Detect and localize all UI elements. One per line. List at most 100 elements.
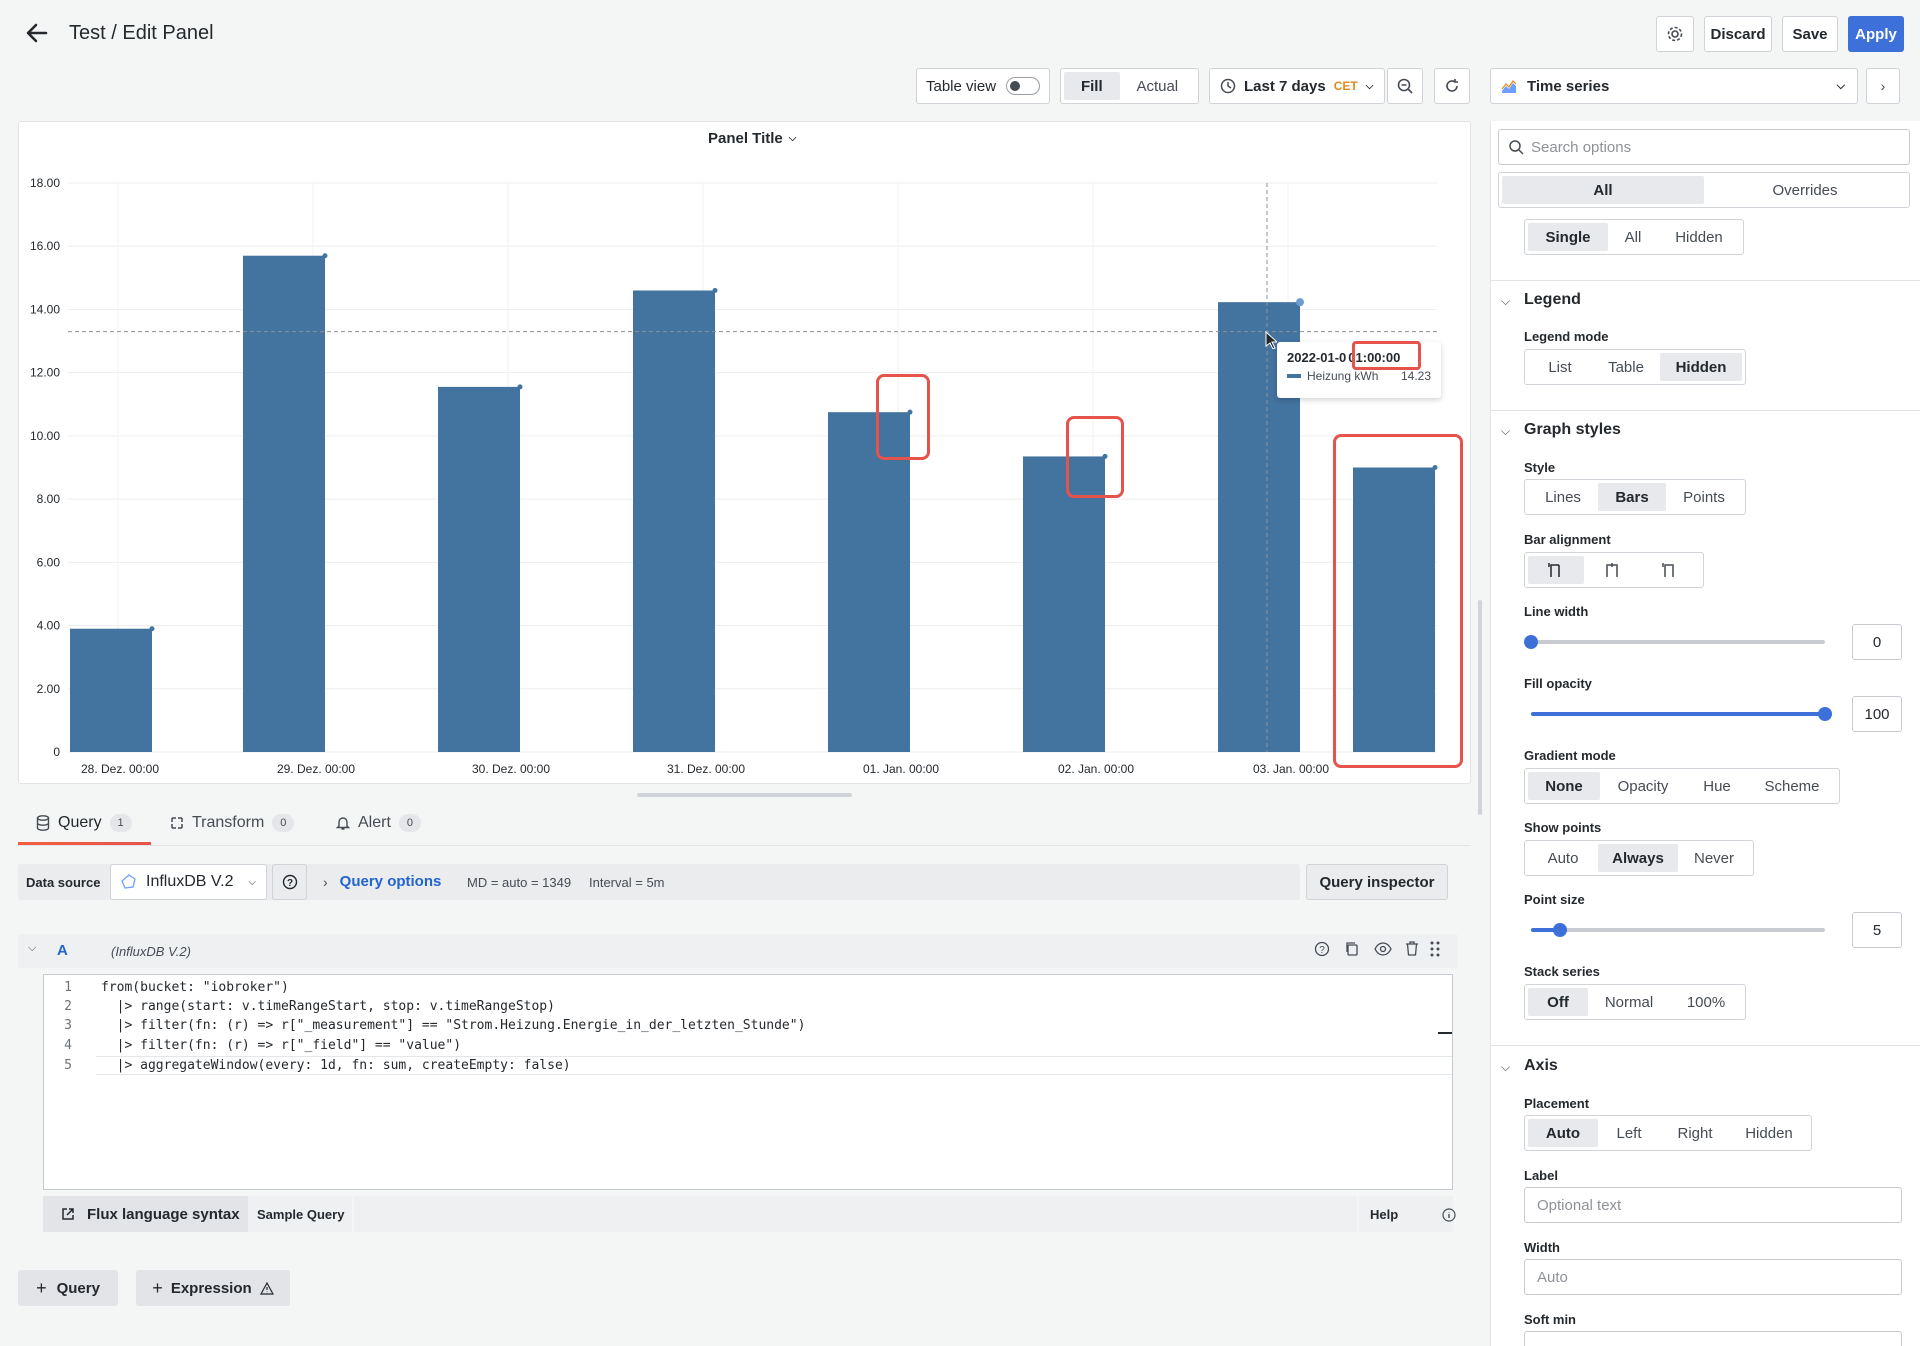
eye-icon[interactable] (1374, 941, 1392, 961)
legend-collapse-icon[interactable]: ⌵ (1501, 294, 1511, 308)
placement-right[interactable]: Right (1677, 1124, 1713, 1142)
legend-section-title[interactable]: Legend (1524, 291, 1581, 308)
style-lines[interactable]: Lines (1545, 488, 1581, 506)
add-query-button[interactable]: + Query (18, 1270, 118, 1306)
datasource-picker[interactable]: InfluxDB V.2 ⌵ (110, 864, 267, 900)
bar-align-before-icon[interactable] (1528, 556, 1584, 584)
placement-select[interactable]: Auto Left Right Hidden (1524, 1115, 1812, 1151)
line-width-slider-knob[interactable] (1524, 635, 1538, 649)
point-size-slider-knob[interactable] (1553, 923, 1568, 937)
sample-query-button[interactable]: Sample Query (257, 1207, 345, 1222)
refresh-button[interactable] (1434, 68, 1470, 104)
tab-query[interactable]: Query 1 (36, 814, 132, 832)
stack-normal[interactable]: Normal (1604, 993, 1654, 1011)
fill-opacity-input[interactable]: 100 (1852, 696, 1902, 732)
show-points-label: Show points (1524, 820, 1602, 835)
query-inspector-button[interactable]: Query inspector (1306, 864, 1448, 900)
flux-query-editor[interactable] (43, 974, 1453, 1190)
legend-mode-list[interactable]: List (1548, 358, 1572, 376)
tab-all[interactable]: All (1502, 176, 1704, 204)
show-points-always[interactable]: Always (1598, 844, 1678, 872)
line-width-input[interactable]: 0 (1852, 624, 1902, 660)
bar-align-center-icon[interactable] (1584, 556, 1640, 584)
time-range-picker[interactable]: Last 7 days CET ⌵ (1209, 68, 1385, 104)
legend-mode-select[interactable]: List Table Hidden (1524, 349, 1746, 385)
point-size-input[interactable]: 5 (1852, 912, 1902, 948)
duplicate-query-icon[interactable] (1344, 941, 1360, 961)
graph-styles-section-title[interactable]: Graph styles (1524, 421, 1621, 438)
placement-hidden[interactable]: Hidden (1745, 1124, 1793, 1142)
graph-styles-collapse-icon[interactable]: ⌵ (1501, 424, 1511, 438)
show-points-select[interactable]: Auto Always Never (1524, 840, 1754, 876)
highlight-annotation (1333, 434, 1463, 768)
top-bar (0, 0, 1920, 70)
actual-option[interactable]: Actual (1136, 77, 1179, 95)
stack-percent[interactable]: 100% (1686, 993, 1726, 1011)
back-arrow-icon[interactable] (22, 18, 52, 48)
tooltip-mode-select[interactable]: Single All Hidden (1524, 219, 1744, 255)
tooltip-mode-single[interactable]: Single (1528, 223, 1608, 251)
tab-alert[interactable]: Alert 0 (336, 814, 421, 832)
line-width-slider-track[interactable] (1531, 640, 1825, 644)
visualization-picker[interactable]: Time series ⌵ (1490, 68, 1858, 104)
legend-mode-hidden[interactable]: Hidden (1660, 353, 1742, 381)
toggle-switch[interactable] (1006, 77, 1041, 95)
show-points-auto[interactable]: Auto (1547, 849, 1579, 867)
tab-overrides[interactable]: Overrides (1772, 181, 1838, 199)
settings-button[interactable] (1656, 16, 1694, 52)
options-tabs[interactable]: All Overrides (1498, 172, 1910, 208)
highlight-annotation (876, 374, 930, 460)
axis-section-title[interactable]: Axis (1524, 1057, 1558, 1074)
gradient-none[interactable]: None (1528, 772, 1600, 800)
discard-button[interactable]: Discard (1704, 16, 1772, 52)
query-options-toggle[interactable]: › Query options (323, 873, 441, 890)
add-expression-button[interactable]: + Expression (136, 1270, 290, 1306)
legend-mode-table[interactable]: Table (1608, 358, 1644, 376)
svg-text:?: ? (1319, 945, 1325, 956)
datasource-help-button[interactable]: ? (272, 864, 307, 900)
style-points[interactable]: Points (1683, 488, 1725, 506)
placement-left[interactable]: Left (1616, 1124, 1642, 1142)
flux-syntax-link[interactable]: Flux language syntax (43, 1196, 248, 1232)
query-help-icon[interactable]: ? (1314, 941, 1330, 961)
apply-button[interactable]: Apply (1848, 16, 1904, 52)
gradient-opacity[interactable]: Opacity (1617, 777, 1669, 795)
fill-option[interactable]: Fill (1064, 72, 1120, 100)
splitter-handle[interactable] (1478, 600, 1482, 815)
stack-series-select[interactable]: Off Normal 100% (1524, 984, 1746, 1020)
tooltip-mode-hidden[interactable]: Hidden (1675, 228, 1723, 246)
placement-auto[interactable]: Auto (1528, 1119, 1598, 1147)
bell-icon (336, 817, 350, 830)
table-view-toggle[interactable]: Table view (916, 68, 1050, 104)
code-line: |> range(start: v.timeRangeStart, stop: … (101, 999, 555, 1014)
panel-title[interactable]: Panel Title ⌵ (708, 130, 796, 147)
soft-min-input[interactable] (1524, 1331, 1902, 1346)
save-button[interactable]: Save (1782, 16, 1838, 52)
query-ref-id[interactable]: A (57, 942, 68, 959)
zoom-out-button[interactable] (1387, 68, 1423, 104)
panel-resize-handle[interactable] (637, 793, 852, 797)
stack-off[interactable]: Off (1528, 988, 1588, 1016)
trash-icon[interactable] (1404, 940, 1420, 961)
gradient-scheme[interactable]: Scheme (1764, 777, 1820, 795)
style-bars[interactable]: Bars (1598, 483, 1666, 511)
gradient-hue[interactable]: Hue (1703, 777, 1731, 795)
collapse-query-icon[interactable]: ⌵ (28, 942, 37, 954)
show-points-never[interactable]: Never (1693, 849, 1734, 867)
axis-collapse-icon[interactable]: ⌵ (1501, 1060, 1511, 1074)
help-button[interactable]: Help (1370, 1207, 1456, 1222)
style-select[interactable]: Lines Bars Points (1524, 479, 1746, 515)
collapse-options-button[interactable]: › (1866, 68, 1900, 104)
bar-alignment-select[interactable] (1524, 552, 1704, 588)
fill-actual-toggle[interactable]: Fill Actual (1060, 68, 1199, 104)
tooltip-mode-all[interactable]: All (1624, 228, 1642, 246)
tab-transform[interactable]: Transform 0 (170, 814, 295, 832)
axis-label-input[interactable]: Optional text (1524, 1187, 1902, 1223)
drag-handle-icon[interactable] (1430, 941, 1440, 961)
point-size-slider-track[interactable] (1531, 928, 1825, 932)
search-options-input[interactable]: Search options (1498, 129, 1910, 165)
fill-opacity-slider-knob[interactable] (1818, 707, 1832, 721)
gradient-mode-select[interactable]: None Opacity Hue Scheme (1524, 768, 1840, 804)
axis-width-input[interactable]: Auto (1524, 1259, 1902, 1295)
bar-align-after-icon[interactable] (1640, 556, 1696, 584)
